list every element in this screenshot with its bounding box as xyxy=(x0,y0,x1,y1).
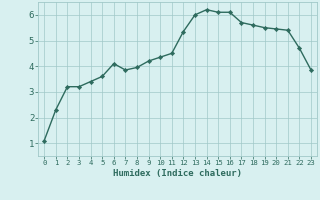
X-axis label: Humidex (Indice chaleur): Humidex (Indice chaleur) xyxy=(113,169,242,178)
